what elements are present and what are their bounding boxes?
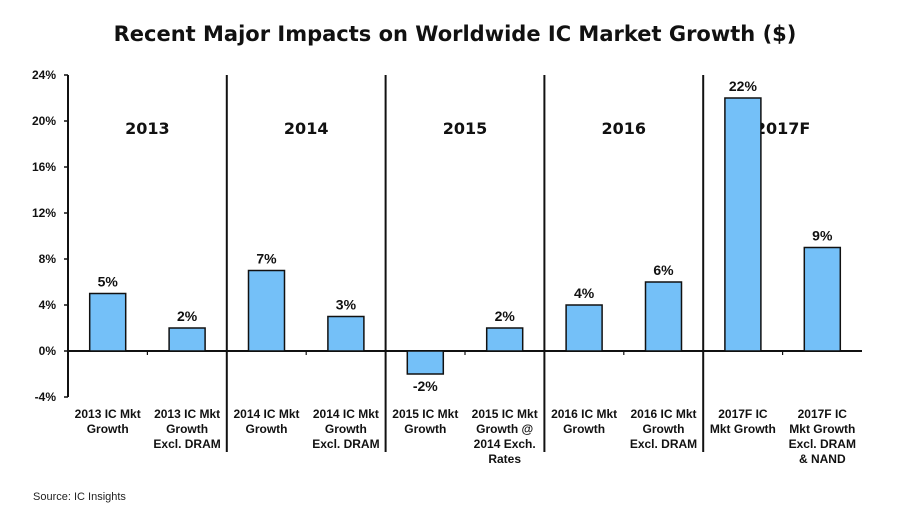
data-label: -2% xyxy=(413,378,438,394)
x-category-label: 2017F IC Mkt Growth Excl. DRAM & NAND xyxy=(789,407,856,466)
x-category-label-line: Growth xyxy=(325,422,367,436)
x-category-label-line: 2016 IC Mkt xyxy=(551,407,617,421)
x-category-label-line: Rates xyxy=(488,452,521,466)
data-label: 6% xyxy=(653,262,674,278)
x-category-label-line: 2014 Exch. xyxy=(474,437,536,451)
y-tick-label: 4% xyxy=(39,298,57,312)
x-category-label: 2016 IC Mkt Growth xyxy=(551,407,617,436)
group-label: 2014 xyxy=(284,119,329,138)
x-category-label-line: Growth xyxy=(246,422,288,436)
x-category-label-line: 2014 IC Mkt xyxy=(233,407,299,421)
x-category-label-line: Excl. DRAM xyxy=(630,437,697,451)
data-label: 22% xyxy=(729,78,758,94)
x-category-label: 2014 IC Mkt Growth Excl. DRAM xyxy=(312,407,379,451)
data-label: 2% xyxy=(177,308,198,324)
bar xyxy=(247,269,286,352)
y-tick-label: 12% xyxy=(32,206,56,220)
y-tick-label: 8% xyxy=(39,252,57,266)
bar xyxy=(168,327,206,352)
x-category-label-line: 2015 IC Mkt xyxy=(472,407,538,421)
x-category-label-line: 2013 IC Mkt xyxy=(154,407,220,421)
bar xyxy=(803,246,842,352)
x-category-label-line: 2017F IC xyxy=(718,407,768,421)
x-category-label: 2013 IC Mkt Growth xyxy=(75,407,141,436)
data-label: 9% xyxy=(812,228,833,244)
x-category-label-line: Growth xyxy=(87,422,129,436)
x-category-label-line: Growth xyxy=(643,422,685,436)
data-label: 7% xyxy=(256,251,277,267)
bar xyxy=(88,292,127,352)
x-category-label: 2014 IC Mkt Growth xyxy=(233,407,299,436)
bar xyxy=(565,304,603,352)
data-label: 5% xyxy=(98,274,119,290)
x-category-label-line: Growth xyxy=(563,422,605,436)
group-label: 2016 xyxy=(602,119,647,138)
group-label: 2015 xyxy=(443,119,488,138)
x-category-label-line: 2015 IC Mkt xyxy=(392,407,458,421)
y-tick-label: 24% xyxy=(32,68,56,82)
x-category-label-line: Excl. DRAM xyxy=(153,437,220,451)
x-category-label-line: Growth xyxy=(404,422,446,436)
x-category-label: 2017F IC Mkt Growth xyxy=(710,407,776,436)
bar xyxy=(644,281,683,352)
x-category-label: 2016 IC Mkt Growth Excl. DRAM xyxy=(630,407,697,451)
data-label: 3% xyxy=(336,297,357,313)
x-category-label: 2013 IC Mkt Growth Excl. DRAM xyxy=(153,407,220,451)
y-tick-label: -4% xyxy=(35,390,57,404)
group-label: 2013 xyxy=(125,119,170,138)
y-tick-label: 20% xyxy=(32,114,56,128)
x-category-label-line: Growth xyxy=(166,422,208,436)
x-category-label-line: 2016 IC Mkt xyxy=(630,407,696,421)
x-category-label-line: 2014 IC Mkt xyxy=(313,407,379,421)
x-category-label-line: & NAND xyxy=(799,452,846,466)
x-category-label-line: 2017F IC xyxy=(798,407,848,421)
y-tick-label: 16% xyxy=(32,160,56,174)
group-label: 2017F xyxy=(755,119,810,138)
source-note: Source: IC Insights xyxy=(33,491,126,503)
y-tick-label: 0% xyxy=(39,344,57,358)
bar xyxy=(485,327,524,352)
x-category-label-line: Mkt Growth xyxy=(710,422,776,436)
data-label: 2% xyxy=(495,308,516,324)
x-category-label-line: Excl. DRAM xyxy=(312,437,379,451)
bar xyxy=(724,97,762,352)
bar xyxy=(327,315,365,352)
data-label: 4% xyxy=(574,285,595,301)
x-category-label-line: Mkt Growth xyxy=(789,422,855,436)
x-category-label-line: Growth @ xyxy=(476,422,533,436)
bar xyxy=(406,350,445,375)
x-category-label-line: Excl. DRAM xyxy=(789,437,856,451)
x-category-label: 2015 IC Mkt Growth @2014 Exch. Rates xyxy=(472,407,538,466)
bars xyxy=(88,97,842,375)
x-category-label-line: 2013 IC Mkt xyxy=(75,407,141,421)
x-category-label: 2015 IC Mkt Growth xyxy=(392,407,458,436)
chart-title: Recent Major Impacts on Worldwide IC Mar… xyxy=(114,22,797,46)
